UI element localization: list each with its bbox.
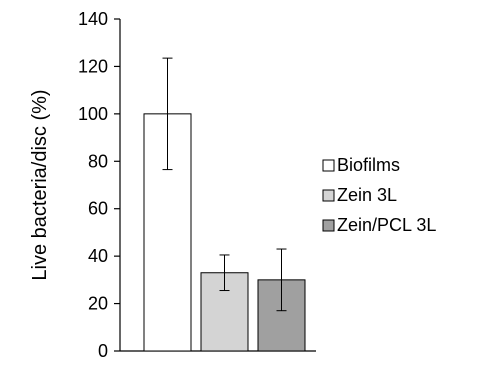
legend-swatch [322,159,335,172]
y-tick-label: 60 [88,199,108,219]
y-tick-label: 40 [88,246,108,266]
y-tick-label: 140 [78,9,108,29]
y-tick-label: 80 [88,151,108,171]
y-axis-label: Live bacteria/disc (%) [29,89,51,280]
y-axis: 0 20 40 60 80 100 120 140 [78,9,316,361]
legend-label: Zein/PCL 3L [337,215,436,235]
y-tick-label: 120 [78,56,108,76]
y-tick-label: 0 [98,341,108,361]
legend-label: Biofilms [337,155,400,175]
y-tick-label: 20 [88,294,108,314]
error-bars [162,57,287,312]
legend: Biofilms Zein 3L Zein/PCL 3L [322,155,436,235]
bars [143,113,306,352]
legend-swatch [322,219,335,232]
legend-label: Zein 3L [337,185,397,205]
legend-swatch [322,189,335,202]
y-tick-label: 100 [78,104,108,124]
